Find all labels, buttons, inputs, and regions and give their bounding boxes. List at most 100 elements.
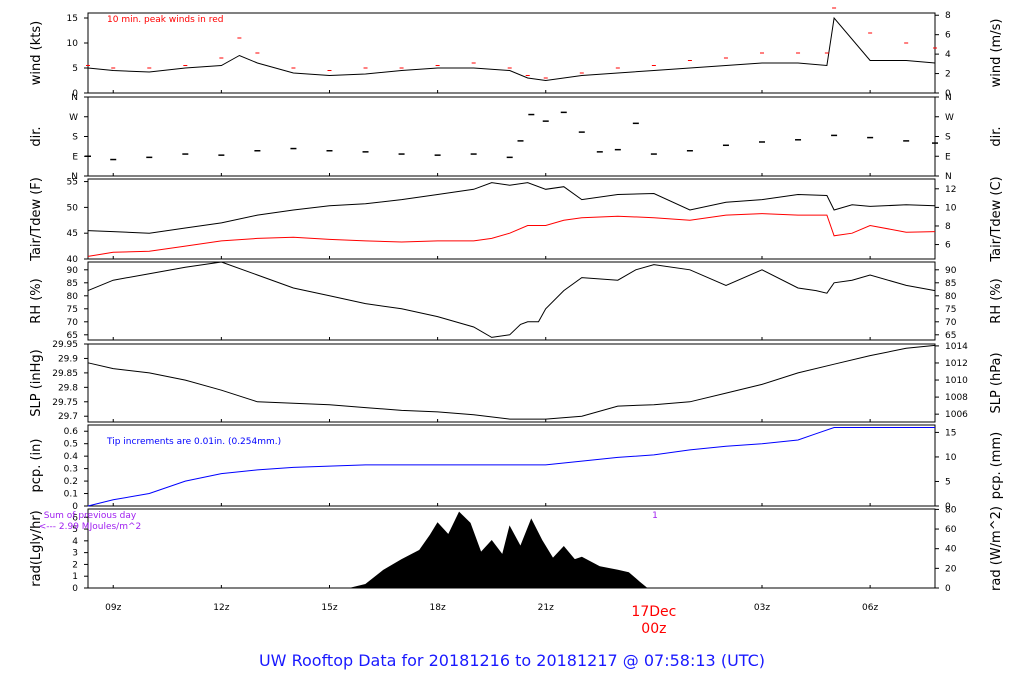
y-axis-label-left: wind (kts) xyxy=(29,21,44,85)
tick-label-left: E xyxy=(72,152,78,162)
rh-line xyxy=(87,261,936,338)
y-axis-label-left: pcp. (in) xyxy=(29,439,44,493)
tick-label-right: W xyxy=(945,113,954,123)
tick-label-right: 1010 xyxy=(945,376,968,386)
tick-label-left: 29.75 xyxy=(52,398,78,408)
tick-label-right: 85 xyxy=(945,279,956,289)
tick-label-left: 0 xyxy=(72,584,78,594)
tick-label-right: 80 xyxy=(945,292,957,302)
panel-temp: Tair/Tdew (F) Tair/Tdew (C) 40 45 50 55 6 8 10 12 xyxy=(29,176,1004,265)
tick-label-left: 40 xyxy=(67,255,79,265)
y-axis-label-right: pcp. (mm) xyxy=(989,432,1004,499)
tick-label-right: 0 xyxy=(945,89,951,99)
tick-label-left: S xyxy=(72,133,78,143)
tick-label-right: 70 xyxy=(945,318,957,328)
tick-label-right: S xyxy=(945,133,951,143)
tick-label-left: 0 xyxy=(72,502,78,512)
x-tick-label: 21z xyxy=(538,603,554,613)
x-tick-label: 12z xyxy=(213,603,229,613)
tick-label-left: 2 xyxy=(72,560,78,570)
panel-frame xyxy=(87,261,936,341)
panel-rad: rad(Lgly/hr) rad (W/m^2)0123456020406080S… xyxy=(29,505,1004,594)
radiation-marker: 1 xyxy=(652,511,658,521)
y-axis-label-left: Tair/Tdew (F) xyxy=(29,177,44,262)
tick-label-left: 55 xyxy=(67,178,78,188)
tick-label-right: 6 xyxy=(945,241,951,251)
x-tick-label: 15z xyxy=(321,603,337,613)
tick-label-left: 29.85 xyxy=(52,369,78,379)
tick-label-right: 20 xyxy=(945,564,957,574)
y-axis-label-right: Tair/Tdew (C) xyxy=(989,176,1004,262)
tick-label-right: E xyxy=(945,152,951,162)
tick-label-right: 5 xyxy=(945,477,951,487)
panel-frame xyxy=(87,12,936,94)
panel-frame xyxy=(87,178,936,260)
tick-label-right: 1014 xyxy=(945,342,968,352)
y-axis-label-left: RH (%) xyxy=(29,278,44,323)
x-axis: 17Dec 00z 09z 12z 15z 18z 21z 03z 06z xyxy=(105,603,878,637)
tick-label-right: 1006 xyxy=(945,410,968,420)
tick-label-left: 5 xyxy=(72,525,78,535)
panel-slp: SLP (inHg) SLP (hPa) 29.7 29.75 29.8 29.85 29.… xyxy=(29,340,1004,423)
tick-label-left: 15 xyxy=(67,14,78,24)
x-axis-date-hour: 00z xyxy=(641,621,666,637)
tick-label-left: 29.95 xyxy=(52,340,78,350)
tick-label-left: 0 xyxy=(72,89,78,99)
tick-label-left: 29.8 xyxy=(58,383,78,393)
tick-label-right: N xyxy=(945,93,952,103)
panel-rh: RH (%) RH (%) 65 70 75 80 85 90 65 70 75 80 85 90 xyxy=(29,261,1004,341)
tick-label-left: W xyxy=(69,113,78,123)
tick-label-right: 80 xyxy=(945,505,957,515)
slp-line xyxy=(87,344,936,420)
wind-speed-line xyxy=(87,16,936,82)
tick-label-right: 0 xyxy=(945,502,951,512)
tick-label-left: 65 xyxy=(67,331,78,341)
tick-label-right: 15 xyxy=(945,428,956,438)
tick-label-left: 90 xyxy=(67,266,79,276)
tick-label-right: 1008 xyxy=(945,393,968,403)
y-axis-label-right: RH (%) xyxy=(989,278,1004,323)
panel-wind: wind (kts) wind (m/s) 0 5 10 15 0 2 4 6 8 10 min. p… xyxy=(29,7,1004,99)
y-axis-label-left: SLP (inHg) xyxy=(29,349,44,417)
tick-label-left: 0.3 xyxy=(64,465,78,475)
tick-label-left: 29.9 xyxy=(58,354,78,364)
tick-label-left: N xyxy=(71,93,78,103)
tick-label-left: 70 xyxy=(67,318,79,328)
tick-label-left: 5 xyxy=(72,64,78,74)
tick-label-right: 2 xyxy=(945,70,951,80)
tick-label-right: 65 xyxy=(945,331,956,341)
figure-title: UW Rooftop Data for 20181216 to 20181217… xyxy=(259,651,765,670)
tick-label-left: 29.7 xyxy=(58,412,78,422)
x-axis-date-label: 17Dec xyxy=(631,604,676,620)
y-axis-label-right: rad (W/m^2) xyxy=(989,506,1004,591)
tick-label-left: N xyxy=(71,172,78,182)
tick-label-right: 8 xyxy=(945,222,951,232)
tair-line xyxy=(87,182,936,234)
tick-label-left: 75 xyxy=(67,305,78,315)
y-axis-label-left: dir. xyxy=(29,126,44,146)
x-tick-label: 06z xyxy=(862,603,878,613)
x-tick-label: 03z xyxy=(754,603,770,613)
y-axis-label-left: rad(Lgly/hr) xyxy=(29,510,44,586)
tick-label-right: 10 xyxy=(945,453,957,463)
tick-label-left: 50 xyxy=(67,203,79,213)
radiation-note-line1: Sum of previous day xyxy=(44,511,137,521)
panel-dir: dir. dir.N NE ES SW WN N xyxy=(29,93,1004,182)
tick-label-right: 60 xyxy=(945,525,957,535)
tick-label-left: 4 xyxy=(72,537,78,547)
panel-frame xyxy=(87,343,936,423)
tick-label-left: 0.5 xyxy=(64,440,78,450)
tick-label-right: 75 xyxy=(945,305,956,315)
tick-label-left: 0.4 xyxy=(64,452,79,462)
tick-label-right: 0 xyxy=(945,584,951,594)
tick-label-left: 10 xyxy=(67,39,79,49)
panel-frame xyxy=(87,96,936,177)
tick-label-right: 40 xyxy=(945,545,957,555)
tick-label-left: 0.1 xyxy=(64,490,78,500)
peak-wind-annotation: 10 min. peak winds in red xyxy=(107,15,224,25)
tick-label-left: 6 xyxy=(72,513,78,523)
radiation-area xyxy=(350,511,649,589)
tick-label-right: 10 xyxy=(945,203,957,213)
tick-label-right: 6 xyxy=(945,31,951,41)
